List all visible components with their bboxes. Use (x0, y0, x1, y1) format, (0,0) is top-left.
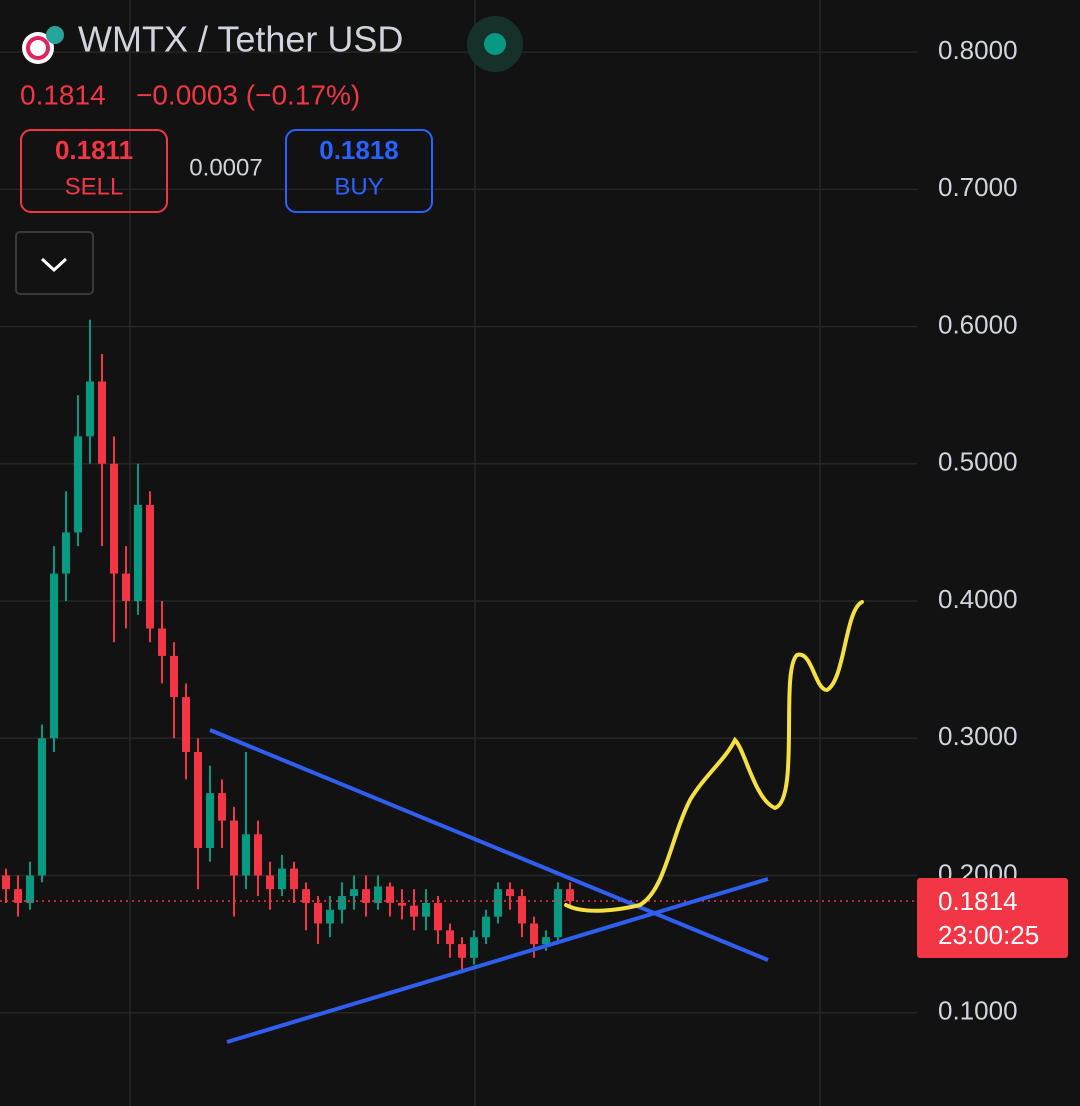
candle-body (158, 628, 166, 656)
trend-line (226, 877, 769, 1044)
candle-body (98, 381, 106, 464)
candle-body (326, 909, 334, 924)
price-tag-box (917, 878, 1068, 958)
candle-body (194, 751, 202, 849)
candle-body (50, 573, 58, 739)
candle-body (278, 868, 286, 890)
y-tick-label: 0.4000 (938, 584, 1018, 614)
y-tick-label: 0.6000 (938, 309, 1018, 339)
candle-body (338, 896, 346, 910)
candle-body (242, 834, 250, 876)
sell-price: 0.1811 (55, 135, 133, 165)
candle-body (542, 937, 550, 945)
candle-body (218, 793, 226, 821)
candle-body (266, 875, 274, 890)
candle-body (362, 889, 370, 903)
candle-body (434, 902, 442, 931)
status-dot (484, 33, 506, 55)
last-price: 0.1814 (20, 79, 106, 110)
candle-body (86, 381, 94, 437)
candle-body (14, 889, 22, 903)
candle-body (446, 930, 454, 945)
candle-body (554, 889, 562, 938)
candle-body (458, 944, 466, 958)
y-tick-label: 0.8000 (938, 35, 1018, 65)
candle-body (290, 868, 298, 890)
candle-body (410, 905, 418, 917)
y-tick-label: 0.7000 (938, 172, 1018, 202)
trend-line (209, 728, 769, 962)
buy-label: BUY (334, 173, 383, 200)
candle-body (62, 532, 70, 574)
candle-body (398, 902, 406, 906)
candle-body (26, 875, 34, 903)
sell-button[interactable] (20, 129, 168, 213)
candle-body (506, 889, 514, 897)
price-change: −0.0003 (−0.17%) (136, 79, 360, 110)
y-tick-label: 0.5000 (938, 447, 1018, 477)
candle-body (134, 504, 142, 602)
candle-body (74, 436, 82, 533)
candle-body (566, 889, 574, 901)
candle-body (530, 923, 538, 945)
drawing (564, 600, 864, 913)
symbol-title[interactable]: WMTX / Tether USD (78, 19, 403, 60)
coin-icon (26, 36, 50, 60)
price-tag: 0.1814 23:00:25 (917, 878, 1068, 958)
candle-body (518, 896, 526, 924)
candle-body (482, 916, 490, 938)
y-tick-label: 0.1000 (938, 996, 1018, 1026)
candle-body (2, 875, 10, 890)
candle-body (146, 504, 154, 629)
candle-body (302, 889, 310, 903)
spread: 0.0007 (189, 154, 262, 181)
y-tick-label: 0.3000 (938, 721, 1018, 751)
price-tag-price: 0.1814 (938, 886, 1018, 916)
candle-body (254, 834, 262, 876)
candle-body (350, 889, 358, 897)
candle-body (470, 937, 478, 958)
candles (2, 319, 574, 972)
candle-body (206, 793, 214, 849)
candle-body (422, 902, 430, 917)
candle-body (182, 697, 190, 752)
collapse-button[interactable] (15, 231, 94, 295)
exchange-icon (46, 26, 64, 44)
candle-body (230, 820, 238, 876)
candle-body (314, 902, 322, 924)
candle-body (122, 573, 130, 602)
candle-body (386, 886, 394, 903)
y-axis: 0.80000.70000.60000.50000.40000.30000.20… (938, 35, 1018, 1026)
buy-price: 0.1818 (319, 135, 399, 165)
candle-body (38, 738, 46, 876)
countdown: 23:00:25 (938, 920, 1039, 950)
sell-label: SELL (65, 173, 124, 200)
buy-button[interactable] (285, 129, 433, 213)
chevron (40, 257, 68, 273)
candle-body (374, 886, 382, 903)
candle-body (110, 463, 118, 574)
candle-body (494, 889, 502, 917)
candle-body (170, 655, 178, 698)
